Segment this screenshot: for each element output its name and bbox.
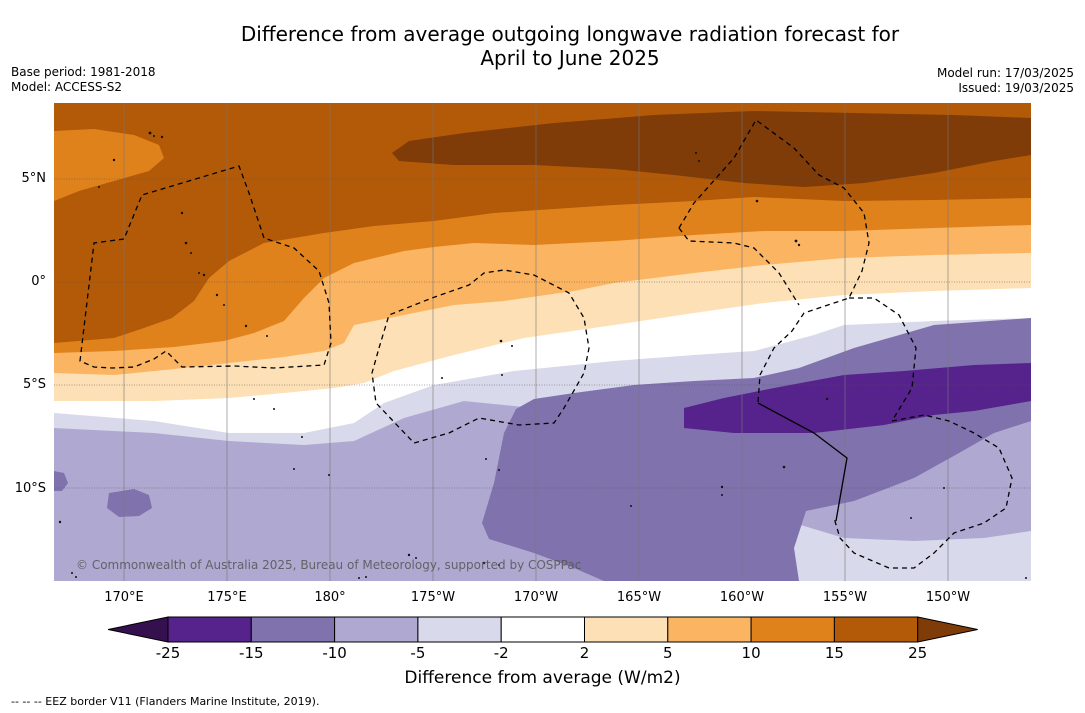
- colorbar-cell: [417, 616, 502, 643]
- model-name: Model: ACCESS-S2: [11, 80, 123, 94]
- eez-border-kiribati-gilbert: [79, 165, 332, 369]
- lon-label-155w: 155°W: [822, 590, 868, 605]
- colorbar-title: Difference from average (W/m2): [404, 668, 681, 688]
- lon-label-175w: 175°W: [410, 590, 456, 605]
- lat-label-0: 0°: [31, 274, 46, 289]
- anomaly-map: [54, 103, 1031, 581]
- colorbar-cell: [334, 616, 419, 643]
- small-purple-patch-2: [54, 471, 68, 491]
- colorbar-tick-label: -25: [155, 644, 181, 662]
- lon-label-165w: 165°W: [616, 590, 662, 605]
- eez-border-south: [833, 414, 1013, 569]
- eez-borders: [79, 119, 1013, 569]
- lon-label-180: 180°: [314, 590, 346, 605]
- colorbar-cell: [584, 616, 669, 643]
- colorbar: [108, 616, 978, 643]
- colorbar-tick-label: -10: [322, 644, 347, 662]
- copyright-credit: © Commonwealth of Australia 2025, Bureau…: [76, 558, 582, 572]
- eez-border-cook-north: [849, 297, 917, 422]
- colorbar-cell: [833, 616, 919, 643]
- colorbar-tick-label: 5: [663, 644, 673, 662]
- colorbar-cell: [667, 616, 752, 643]
- colorbar-tick-label: 15: [824, 644, 844, 662]
- chart-title: Difference from average outgoing longwav…: [0, 22, 1085, 70]
- colorbar-tick-label: 25: [908, 644, 928, 662]
- title-line-1: Difference from average outgoing longwav…: [240, 22, 900, 46]
- lat-label-10s: 10°S: [14, 481, 46, 496]
- lon-gridlines: [123, 103, 949, 581]
- colorbar-tick-label: -2: [493, 644, 509, 662]
- colorbar-cell: [500, 616, 586, 643]
- eez-border-phoenix: [371, 269, 590, 444]
- band-dark-brown: [392, 111, 1031, 187]
- meta-left: Base period: 1981-2018 Model: ACCESS-S2: [11, 65, 156, 95]
- colorbar-cell: [250, 616, 336, 643]
- lon-label-150w: 150°W: [925, 590, 971, 605]
- band-dark-purple: [684, 363, 1031, 433]
- colorbar-extend-low: [108, 616, 169, 643]
- lon-label-175e: 175°E: [207, 590, 247, 605]
- small-purple-patch: [107, 489, 152, 517]
- colorbar-tick-label: 2: [579, 644, 590, 662]
- issued-date: Issued: 19/03/2025: [958, 81, 1074, 95]
- colorbar-extend-high: [917, 616, 978, 643]
- eez-border-line-islands-west: [678, 227, 800, 306]
- lon-label-160w: 160°W: [719, 590, 765, 605]
- islands: [58, 131, 1027, 579]
- eez-border-solid: [757, 402, 848, 522]
- lat-label-5n: 5°N: [21, 171, 47, 186]
- eez-border-line-islands: [678, 119, 870, 404]
- colorbar-tick-label: -5: [410, 644, 426, 662]
- title-line-2: April to June 2025: [480, 46, 660, 70]
- lon-label-170e: 170°E: [104, 590, 144, 605]
- colorbar-cell: [750, 616, 835, 643]
- base-period: Base period: 1981-2018: [11, 65, 156, 79]
- eez-legend: -- -- -- EEZ border V11 (Flanders Marine…: [11, 695, 320, 708]
- band-light-orange-nw: [54, 129, 164, 201]
- model-run: Model run: 17/03/2025: [936, 66, 1074, 80]
- colorbar-tick-label: -15: [239, 644, 264, 662]
- colorbar-cell: [167, 616, 252, 643]
- lat-gridlines: [54, 178, 1031, 489]
- lon-label-170w: 170°W: [513, 590, 559, 605]
- meta-right: Model run: 17/03/2025 Issued: 19/03/2025: [937, 66, 1074, 96]
- colorbar-cells: [108, 616, 978, 643]
- colorbar-tick-label: 10: [741, 644, 761, 662]
- lat-label-5s: 5°S: [22, 377, 46, 392]
